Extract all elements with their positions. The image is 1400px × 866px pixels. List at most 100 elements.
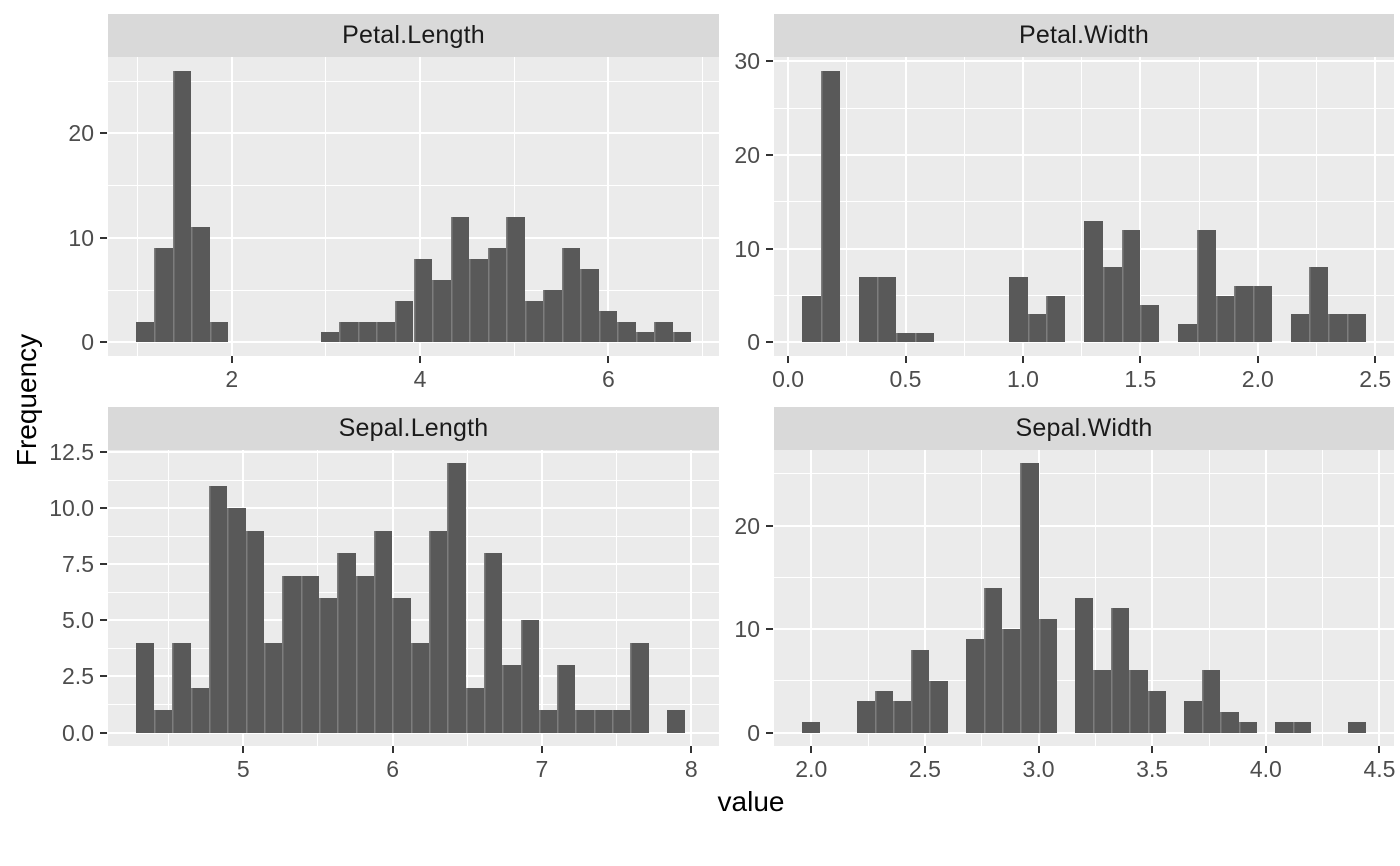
x-tick-label: 6 <box>601 366 615 392</box>
y-tick-mark <box>766 153 773 156</box>
x-tick-mark <box>540 746 543 753</box>
histogram-bar <box>1238 722 1257 733</box>
histogram-bar <box>450 216 470 343</box>
histogram-bar <box>432 279 451 343</box>
grid-major-y <box>774 60 1394 63</box>
grid-minor-x <box>1094 450 1096 746</box>
histogram-bar <box>1328 314 1348 343</box>
grid-major-y <box>108 132 719 135</box>
grid-minor-x <box>1322 450 1324 746</box>
x-tick-label: 2 <box>225 366 239 392</box>
x-tick-label: 3.5 <box>1136 756 1169 782</box>
histogram-bar <box>264 642 283 733</box>
histogram-bar <box>557 665 576 733</box>
histogram-bar <box>392 598 411 733</box>
histogram-bar <box>672 331 692 343</box>
histogram-bar <box>506 216 525 343</box>
histogram-bar <box>413 258 432 343</box>
y-tick-mark <box>100 563 107 566</box>
histogram-bar <box>520 620 539 733</box>
histogram-bar <box>874 691 894 733</box>
x-tick-label: 4 <box>413 366 427 392</box>
histogram-bar <box>172 642 191 733</box>
grid-major-y <box>108 563 719 566</box>
histogram-bar <box>965 639 984 733</box>
histogram-bar <box>858 276 878 343</box>
histogram-bar <box>373 530 393 733</box>
x-tick-label: 4.0 <box>1249 756 1282 782</box>
y-tick-label: 7.5 <box>62 551 94 578</box>
histogram-bar <box>135 321 155 343</box>
histogram-bar <box>593 710 613 733</box>
histogram-bar <box>300 575 319 733</box>
y-tick-mark <box>100 731 107 734</box>
grid-major-x <box>419 57 422 356</box>
grid-minor-y <box>774 107 1394 109</box>
histogram-bar <box>1184 701 1203 733</box>
y-tick-mark <box>766 247 773 250</box>
histogram-bar <box>282 575 301 733</box>
y-axis-title: Frequency <box>11 333 42 467</box>
histogram-bar <box>1074 598 1094 733</box>
x-tick-mark <box>1151 746 1154 753</box>
histogram-bar <box>896 333 915 343</box>
y-tick-mark <box>100 451 107 454</box>
grid-minor-x <box>1208 450 1210 746</box>
grid-minor-y <box>108 185 719 187</box>
histogram-bar <box>1002 629 1021 733</box>
histogram-bar <box>410 642 429 733</box>
histogram-bar <box>911 649 930 733</box>
histogram-bar <box>1020 463 1039 733</box>
histogram-bar <box>1234 286 1254 343</box>
y-tick-mark <box>766 731 773 734</box>
grid-major-x <box>1378 450 1381 746</box>
histogram-bar <box>227 508 246 733</box>
grid-minor-x <box>513 57 515 356</box>
histogram-bar <box>1347 722 1366 733</box>
histogram-bar <box>190 687 210 733</box>
x-tick-mark <box>810 746 813 753</box>
y-tick-mark <box>766 60 773 63</box>
histogram-bar <box>1309 267 1329 343</box>
histogram-bar <box>172 70 192 343</box>
histogram-bar <box>339 321 358 343</box>
x-tick-label: 2.5 <box>1359 366 1392 392</box>
grid-major-y <box>108 236 719 239</box>
grid-major-y <box>108 451 719 454</box>
histogram-bar <box>580 269 599 343</box>
grid-minor-y <box>108 591 719 593</box>
y-tick-label: 10 <box>734 616 760 643</box>
x-tick-mark <box>1139 356 1142 363</box>
grid-major-y <box>108 507 719 510</box>
grid-major-x <box>1139 57 1142 356</box>
histogram-bar <box>209 321 229 343</box>
grid-major-y <box>108 341 719 344</box>
x-tick-label: 2.5 <box>908 756 941 782</box>
histogram-bar <box>1027 314 1047 343</box>
histogram-bar <box>428 530 448 733</box>
histogram-bar <box>1274 722 1294 733</box>
histogram-bar <box>1253 286 1272 343</box>
grid-major-x <box>904 57 907 356</box>
histogram-bar <box>1084 220 1103 343</box>
histogram-bar <box>1147 691 1166 733</box>
grid-major-y <box>774 731 1394 734</box>
histogram-bar <box>357 321 377 343</box>
grid-major-x <box>1256 57 1259 356</box>
histogram-bar <box>355 575 374 733</box>
histogram-bar <box>914 333 934 343</box>
histogram-bar <box>465 687 484 733</box>
grid-minor-x <box>616 450 618 746</box>
histogram-bar <box>524 300 544 343</box>
facet-strip: Petal.Length <box>108 14 719 57</box>
grid-minor-x <box>325 57 327 356</box>
grid-major-y <box>774 153 1394 156</box>
histogram-bar <box>893 701 912 733</box>
histogram-bar <box>376 321 395 343</box>
x-axis-title: value <box>717 786 785 817</box>
facet-panel <box>108 57 719 356</box>
histogram-bar <box>929 680 948 733</box>
x-tick-label: 0.5 <box>889 366 922 392</box>
grid-major-x <box>230 57 233 356</box>
